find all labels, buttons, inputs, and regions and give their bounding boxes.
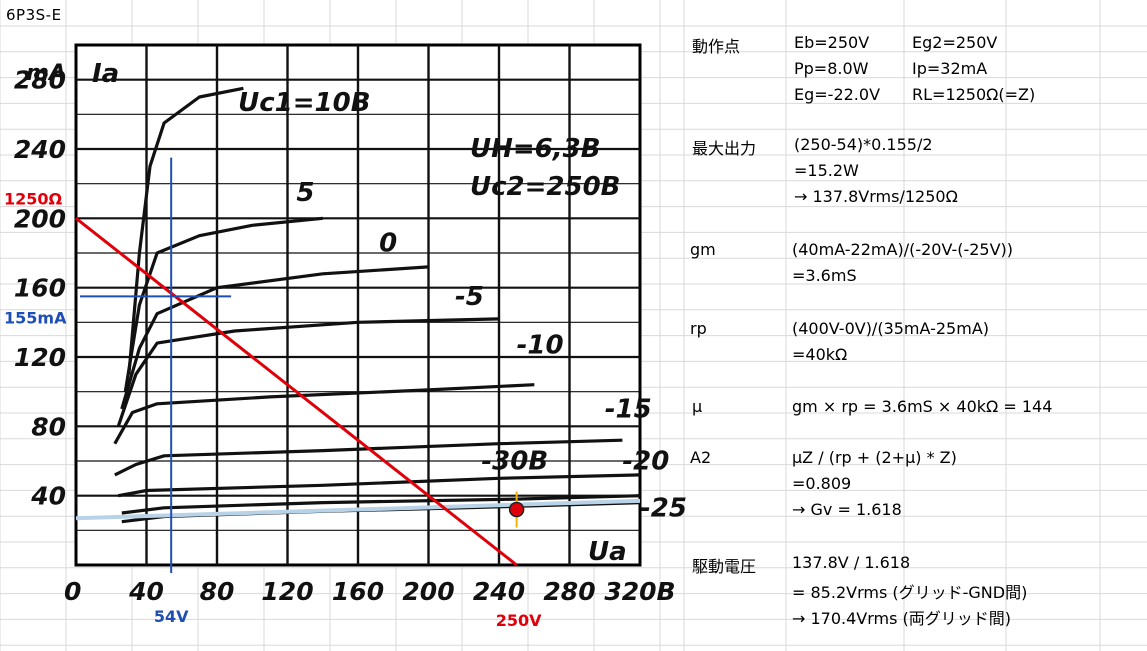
- a2-head: A2: [690, 448, 712, 467]
- series-curve: [121, 494, 641, 515]
- x-tick-label: 160: [332, 577, 384, 606]
- series-label: -20: [622, 447, 669, 477]
- mu-head: μ: [692, 397, 703, 416]
- screen-load-line: [75, 498, 641, 521]
- op-ip: Ip=32mA: [912, 59, 988, 78]
- series-curve: [114, 438, 623, 477]
- rp-head: rp: [690, 319, 707, 338]
- plate-characteristics-chart: 0 40 80 120 160 200 240 280 320B 40 80 120 160 200 240…: [4, 43, 687, 630]
- series-curve: [127, 86, 244, 375]
- op-head: 動作点: [692, 37, 741, 56]
- y-unit-label: mA: [26, 61, 66, 86]
- condition-label: UH=6,3B: [470, 134, 601, 164]
- series-label: Uc1=10B: [238, 88, 370, 118]
- x-tick-label: 320B: [604, 577, 675, 606]
- series-label: 5: [296, 178, 314, 208]
- load-line: [75, 217, 518, 567]
- sheet-title: 6P3S-E: [6, 6, 62, 24]
- rp-line-1: (400V-0V)/(35mA-25mA): [792, 319, 990, 338]
- op-eg2: Eg2=250V: [912, 33, 998, 52]
- mu-line-1: gm × rp = 3.6mS × 40kΩ = 144: [792, 397, 1053, 416]
- drive-line-1: 137.8V / 1.618: [792, 553, 911, 572]
- drive-line-2: = 85.2Vrms (グリッド-GND間): [792, 583, 1028, 602]
- series-curve: [123, 216, 323, 392]
- load-axis-label: 250V: [496, 611, 542, 630]
- drive-head: 駆動電圧: [692, 557, 757, 576]
- maxout-line-2: =15.2W: [794, 161, 859, 180]
- y-tick-label: 200: [14, 204, 66, 233]
- x-tick-label: 80: [200, 577, 235, 606]
- a2-line-1: μZ / (rp + (2+μ) * Z): [792, 448, 957, 467]
- y-tick-label: 80: [31, 412, 66, 441]
- condition-label: Uc2=250B: [470, 172, 621, 202]
- maxout-line-3: → 137.8Vrms/1250Ω: [794, 187, 958, 206]
- series-label: -10: [517, 331, 564, 361]
- a2-line-3: → Gv = 1.618: [792, 500, 902, 519]
- x-tick-label: 40: [128, 577, 164, 606]
- x-tick-label: 0: [64, 577, 81, 606]
- op-rl: RL=1250Ω(=Z): [912, 85, 1036, 104]
- y-tick-label: 240: [14, 135, 66, 164]
- series-label: -25: [640, 493, 687, 523]
- a2-line-2: =0.809: [792, 474, 852, 493]
- op-pp: Pp=8.0W: [794, 59, 869, 78]
- load-line-label: 1250Ω: [4, 189, 63, 208]
- op-eg: Eg=-22.0V: [794, 85, 881, 104]
- gm-head: gm: [690, 240, 716, 259]
- maxout-head: 最大出力: [692, 139, 757, 158]
- y-tick-label: 280: [14, 66, 66, 95]
- x-tick-label: 120: [261, 577, 313, 606]
- gm-line-1: (40mA-22mA)/(-20V-(-25V)): [792, 240, 1014, 259]
- series-label: -15: [605, 395, 652, 425]
- series-curve: [116, 317, 500, 427]
- series-label: -30B: [481, 447, 548, 477]
- horizontal-marker-label: 155mA: [4, 308, 67, 327]
- gm-line-2: =3.6mS: [792, 266, 857, 285]
- series-label: 0: [379, 228, 397, 258]
- calculation-panel: 動作点 Eb=250V Eg2=250V Pp=8.0W Ip=32mA Eg=…: [684, 0, 1147, 651]
- vertical-marker-label: 54V: [154, 607, 189, 626]
- series-label: -5: [455, 282, 484, 312]
- rp-line-2: =40kΩ: [792, 345, 848, 364]
- maxout-line-1: (250-54)*0.155/2: [794, 135, 933, 154]
- y-tick-label: 40: [30, 482, 66, 511]
- x-tick-label: 280: [543, 577, 595, 606]
- operating-point-marker: [508, 501, 525, 518]
- x-tick-label: 200: [402, 577, 454, 606]
- x-axis-label: Ua: [588, 537, 627, 567]
- series-curve: [120, 265, 429, 410]
- drive-line-3: → 170.4Vrms (両グリッド間): [792, 609, 1012, 628]
- op-eb: Eb=250V: [794, 33, 870, 52]
- series-curve: [113, 383, 535, 445]
- y-axis-label: Ia: [92, 59, 119, 89]
- y-tick-label: 120: [14, 343, 66, 372]
- series-curve: [118, 473, 641, 498]
- y-tick-label: 160: [14, 274, 66, 303]
- x-tick-label: 240: [473, 577, 525, 606]
